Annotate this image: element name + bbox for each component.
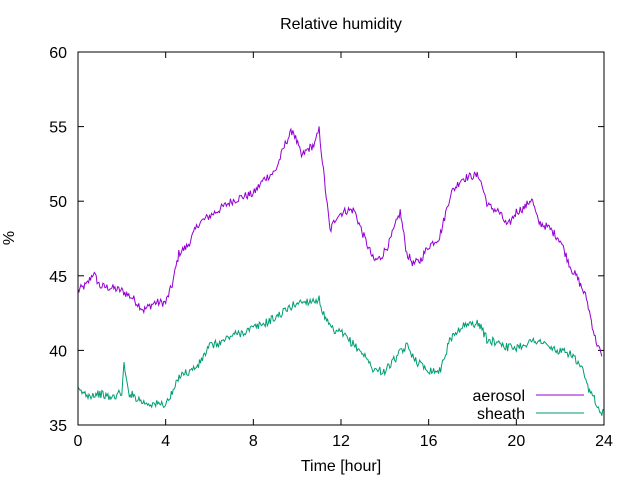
y-tick-label: 35 <box>49 418 67 435</box>
y-tick-label: 40 <box>49 343 67 360</box>
y-axis-label: % <box>1 231 18 245</box>
y-tick-label: 50 <box>49 194 67 211</box>
x-tick-label: 20 <box>507 433 525 450</box>
x-tick-label: 24 <box>595 433 613 450</box>
series-line-sheath <box>77 295 605 416</box>
series-line-aerosol <box>77 126 603 357</box>
plot-frame <box>77 51 605 426</box>
x-tick-label: 12 <box>332 433 350 450</box>
x-tick-label: 0 <box>74 433 83 450</box>
y-tick-label: 45 <box>49 269 67 286</box>
x-tick-label: 16 <box>420 433 438 450</box>
axis-ticks: 0 4 8 12 16 20 24 35 40 45 50 55 60 <box>49 45 613 450</box>
x-tick-label: 4 <box>161 433 170 450</box>
x-tick-label: 8 <box>249 433 258 450</box>
chart-title: Relative humidity <box>280 16 402 33</box>
legend-label-aerosol: aerosol <box>473 388 525 405</box>
x-axis-label: Time [hour] <box>301 458 381 475</box>
y-tick-label: 55 <box>49 120 67 137</box>
y-tick-label: 60 <box>49 45 67 62</box>
series-lines <box>77 126 605 416</box>
legend-label-sheath: sheath <box>477 406 525 423</box>
